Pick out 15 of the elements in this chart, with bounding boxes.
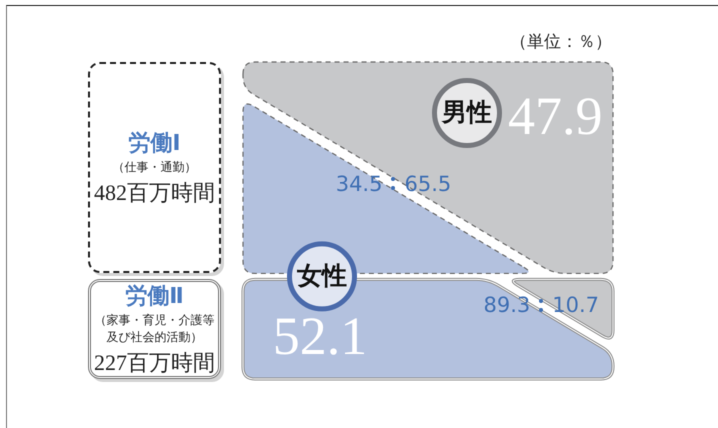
category-label: 労働Ⅱ	[125, 284, 184, 309]
text: （単位：％）	[510, 31, 612, 53]
series-label: 女性	[296, 260, 347, 290]
data-label: 65.5	[404, 170, 452, 197]
text: 52.1	[272, 306, 368, 366]
text: 47.9	[508, 86, 602, 146]
data-label: 89.3	[483, 292, 530, 318]
label-card: 労働Ⅱ （家事・育児・介護等及び社会的活動） 227百万時間	[88, 279, 221, 379]
category-label: 労働Ⅰ	[128, 130, 181, 156]
data-label: 227百万時間	[94, 350, 215, 375]
label-card: 労働Ⅰ （仕事・通勤） 482百万時間	[88, 62, 221, 274]
data-label: 34.5	[336, 170, 382, 197]
data-label: 482百万時間	[94, 180, 215, 205]
data-label: 10.7	[552, 292, 599, 318]
series-label: 男性	[441, 98, 492, 126]
